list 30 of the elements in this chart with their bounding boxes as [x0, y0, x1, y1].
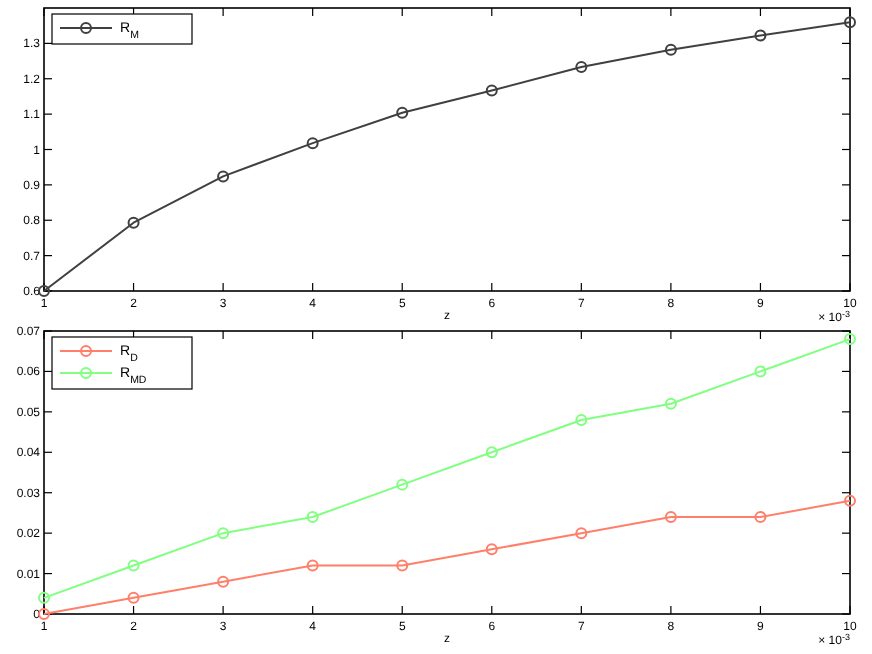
point [38, 591, 50, 604]
point [396, 559, 409, 572]
point [485, 543, 498, 556]
point [485, 84, 498, 97]
point [575, 527, 588, 540]
point [217, 527, 230, 540]
point [664, 43, 677, 56]
point [754, 29, 767, 42]
point [844, 16, 856, 29]
point [754, 510, 767, 523]
point [664, 397, 677, 410]
point [396, 478, 409, 491]
point [38, 285, 50, 297]
point [38, 608, 50, 620]
point [306, 137, 319, 150]
point [127, 216, 140, 229]
point [306, 559, 319, 572]
point [844, 494, 856, 507]
point [575, 413, 588, 426]
point [217, 575, 230, 588]
point [485, 446, 498, 459]
point [217, 170, 230, 183]
point [575, 61, 588, 74]
point [844, 333, 856, 346]
point [754, 365, 767, 378]
point [127, 559, 140, 572]
point [396, 106, 409, 119]
point [127, 591, 140, 604]
point [664, 510, 677, 523]
point [306, 510, 319, 523]
